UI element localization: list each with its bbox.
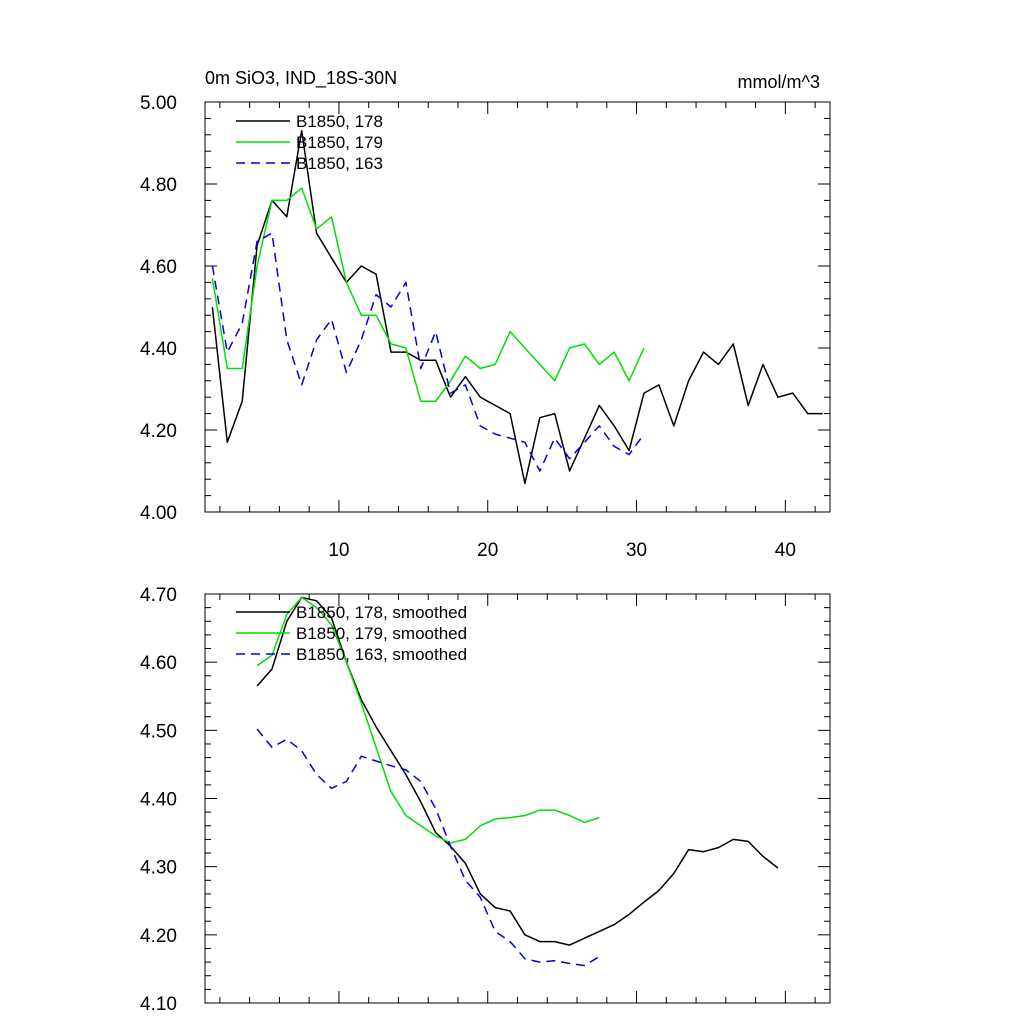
y-tick-label: 4.40 <box>140 790 177 811</box>
top-panel: 0m SiO3, IND_18S-30N mmol/m^3 10 20 30 40 4.… <box>140 68 831 561</box>
legend-label-1: B1850, 179, smoothed <box>296 624 467 643</box>
units-label: mmol/m^3 <box>738 72 820 92</box>
legend-label-0: B1850, 178 <box>296 112 383 131</box>
legend-label-0: B1850, 178, smoothed <box>296 603 467 622</box>
y-tick-label: 4.20 <box>140 421 177 442</box>
bottom-legend: B1850, 178, smoothed B1850, 179, smoothed… <box>236 603 467 664</box>
x-tick-label: 10 <box>328 540 349 561</box>
series-line-1 <box>256 596 600 844</box>
top-plot-lines <box>211 129 823 485</box>
y-tick-label: 4.10 <box>140 994 177 1015</box>
y-tick-label: 4.80 <box>140 175 177 196</box>
bottom-plot-lines <box>256 596 779 967</box>
y-tick-label: 4.60 <box>140 653 177 674</box>
legend-label-2: B1850, 163, smoothed <box>296 645 467 664</box>
y-tick-label: 4.00 <box>140 503 177 524</box>
top-legend: B1850, 178 B1850, 179 B1850, 163 <box>236 112 383 173</box>
top-axes: 10 20 30 40 4.00 4.20 4.40 4.60 4.80 5.00 <box>140 93 831 561</box>
chart-title: 0m SiO3, IND_18S-30N <box>205 68 397 89</box>
legend-label-1: B1850, 179 <box>296 133 383 152</box>
series-line-0 <box>211 129 823 485</box>
series-line-2 <box>256 728 600 967</box>
series-line-1 <box>211 187 645 403</box>
series-line-2 <box>211 232 645 472</box>
y-tick-label: 4.30 <box>140 858 177 879</box>
y-tick-label: 4.70 <box>140 585 177 606</box>
y-tick-label: 5.00 <box>140 93 177 114</box>
y-tick-label: 4.60 <box>140 257 177 278</box>
y-tick-label: 4.50 <box>140 721 177 742</box>
x-tick-label: 40 <box>775 540 796 561</box>
y-tick-label: 4.40 <box>140 339 177 360</box>
bottom-panel: 4.10 4.20 4.30 4.40 4.50 4.60 4.70 B1850, 178,… <box>140 585 831 1015</box>
x-tick-label: 20 <box>477 540 498 561</box>
legend-label-2: B1850, 163 <box>296 154 383 173</box>
x-tick-label: 30 <box>626 540 647 561</box>
y-tick-label: 4.20 <box>140 926 177 947</box>
bottom-axes: 4.10 4.20 4.30 4.40 4.50 4.60 4.70 <box>140 585 831 1015</box>
